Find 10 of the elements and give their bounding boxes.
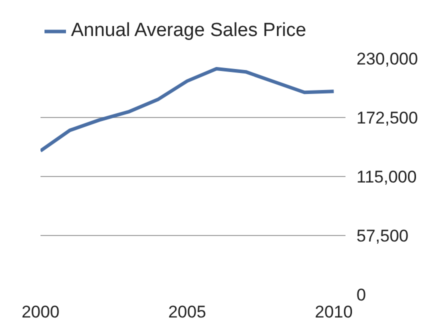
line-series: [40, 67, 336, 153]
x-tick-label: 2005: [168, 302, 206, 322]
y-tick-label: 172,500: [356, 108, 418, 128]
legend-label: Annual Average Sales Price: [71, 20, 306, 42]
x-tick-label: 2000: [22, 302, 60, 322]
x-tick-label: 2010: [314, 302, 353, 322]
y-tick-label: 0: [356, 286, 366, 304]
y-tick-label: 230,000: [356, 50, 418, 68]
y-tick-label: 115,000: [356, 168, 417, 186]
y-tick-label: 57,500: [356, 226, 408, 246]
